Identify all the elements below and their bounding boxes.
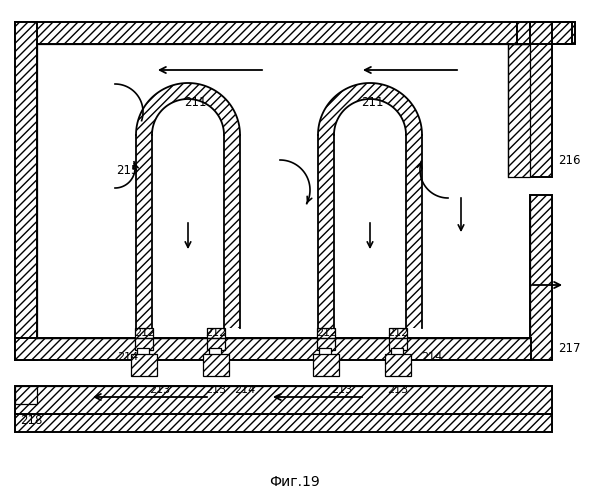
Bar: [391, 348, 403, 362]
Bar: [389, 328, 407, 350]
Bar: [207, 328, 225, 350]
Bar: [318, 135, 334, 328]
Bar: [209, 348, 221, 362]
Polygon shape: [136, 83, 240, 135]
Bar: [517, 22, 575, 44]
Bar: [385, 354, 411, 376]
Text: 213: 213: [388, 385, 408, 395]
Bar: [313, 354, 339, 376]
Bar: [406, 135, 422, 328]
Bar: [530, 44, 552, 177]
Bar: [508, 44, 530, 177]
Text: 213: 213: [332, 385, 353, 395]
Text: 215: 215: [116, 164, 138, 176]
Bar: [530, 22, 552, 44]
Polygon shape: [318, 83, 422, 135]
Bar: [15, 338, 531, 360]
Bar: [224, 135, 240, 328]
Bar: [135, 328, 153, 350]
Bar: [317, 328, 335, 350]
Bar: [15, 22, 37, 360]
Bar: [137, 348, 149, 362]
Text: 213: 213: [149, 385, 171, 395]
Text: 216: 216: [558, 154, 581, 166]
Bar: [15, 22, 517, 44]
Text: 211: 211: [360, 96, 384, 108]
Text: 212: 212: [205, 328, 227, 338]
Text: Фиг.19: Фиг.19: [270, 475, 320, 489]
Text: 211: 211: [183, 96, 206, 108]
Bar: [319, 348, 331, 362]
Bar: [15, 386, 37, 404]
Bar: [136, 135, 152, 328]
Text: 213: 213: [205, 385, 227, 395]
Text: 218: 218: [20, 414, 42, 426]
Bar: [530, 195, 552, 360]
Text: 214: 214: [421, 352, 442, 362]
Bar: [15, 414, 552, 432]
Bar: [131, 354, 157, 376]
Text: 217: 217: [558, 342, 581, 354]
Bar: [203, 354, 229, 376]
Text: 212: 212: [316, 328, 337, 338]
Text: 214: 214: [117, 352, 139, 362]
Text: 212: 212: [388, 328, 409, 338]
Text: 214: 214: [234, 385, 255, 395]
Text: 212: 212: [135, 328, 156, 338]
Bar: [15, 386, 552, 414]
